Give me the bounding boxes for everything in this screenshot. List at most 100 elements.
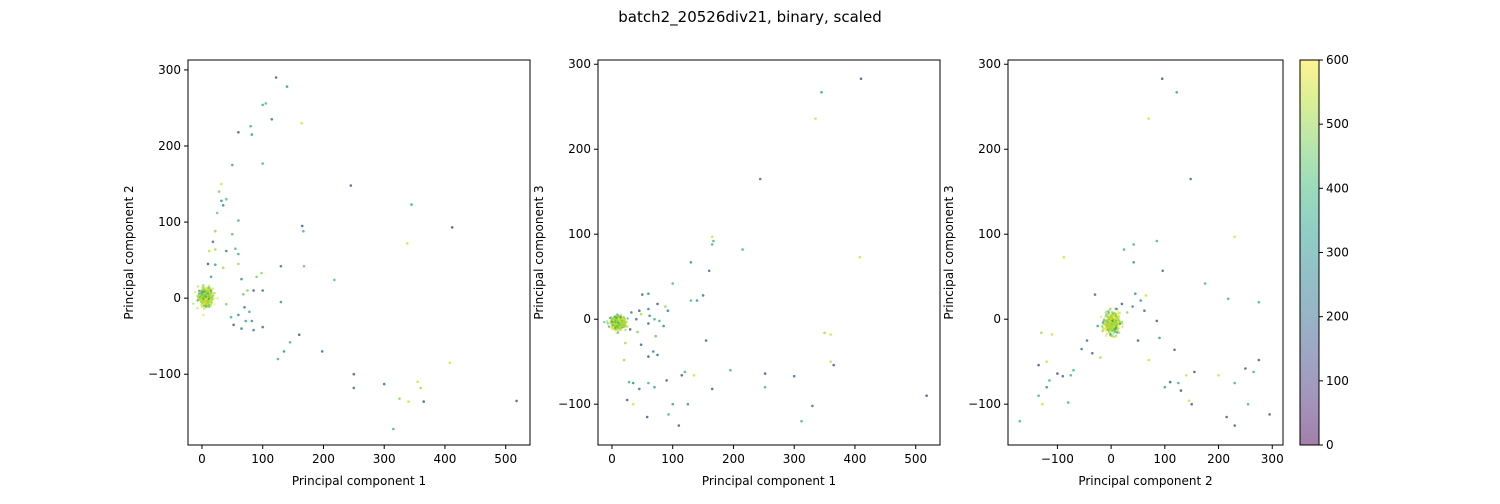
plot2-point: [829, 360, 832, 364]
plot1-point: [406, 242, 409, 245]
plot1-cluster-point: [201, 287, 204, 290]
plot2-point: [763, 372, 767, 375]
plot1-point: [250, 319, 254, 323]
plot2-point: [800, 419, 803, 423]
plot1-point: [279, 264, 283, 268]
plot3-cluster-point: [1108, 308, 1112, 311]
plot2-axes-frame: [597, 59, 941, 446]
plot2-point: [654, 334, 657, 338]
plot2-cluster-point: [613, 327, 617, 330]
plot3-point: [1096, 324, 1099, 328]
plot2-cluster-point: [626, 317, 629, 320]
plot2-point: [710, 235, 714, 239]
plot3-point: [1125, 311, 1129, 314]
plot3-point: [1091, 351, 1094, 355]
plot1-cluster-point: [201, 297, 205, 300]
plot2-cluster-point: [610, 325, 613, 329]
plot1-point: [264, 102, 268, 105]
plot2-ylabel: Principal component 3: [532, 185, 546, 319]
plot2-point: [641, 293, 644, 296]
plot3-ylabel: Principal component 3: [942, 185, 956, 319]
plot1-cluster-point: [198, 293, 202, 296]
plot3-cluster-point: [1105, 327, 1108, 330]
plot1-cluster-point: [199, 290, 203, 293]
plot2-cluster-point: [624, 328, 627, 332]
plot3-point: [1233, 381, 1236, 385]
plot3-point: [1252, 370, 1255, 374]
plot3-point: [1061, 374, 1065, 378]
plot2-cluster-point: [616, 328, 619, 332]
plot3-cluster-point: [1102, 322, 1105, 325]
plot1-xtick-label: 300: [373, 452, 396, 466]
plot1-cluster-point: [203, 288, 206, 291]
plot3-point: [1041, 402, 1044, 406]
plot2-cluster-point: [610, 318, 613, 321]
plot1-point: [352, 386, 356, 390]
plot2-point: [648, 314, 651, 318]
plot2-cluster-point: [616, 316, 619, 319]
plot1-cluster-point: [216, 297, 219, 300]
plot1-ytick-label: 0: [173, 291, 181, 305]
plot3-cluster-point: [1120, 321, 1124, 325]
plot3-ytick-label: 0: [993, 312, 1001, 326]
plot2-point: [811, 404, 814, 408]
plot1-cluster-point: [204, 300, 207, 303]
plot2-cluster-point: [618, 318, 621, 322]
plot1-point: [261, 325, 265, 329]
plot3-point: [1136, 339, 1140, 342]
plot1-cluster-point: [206, 288, 209, 292]
plot2-cluster-point: [619, 320, 623, 323]
plot3-xtick-label: 300: [1261, 452, 1284, 466]
plot3-point: [1173, 348, 1176, 352]
plot3-cluster-point: [1113, 335, 1116, 339]
plot2-point: [647, 355, 650, 358]
plot3-point: [1115, 307, 1118, 311]
plot3-cluster-point: [1116, 317, 1119, 321]
plot1-point: [206, 262, 210, 266]
plot2-cluster-point: [622, 315, 625, 319]
plot3-cluster-point: [1109, 317, 1113, 320]
plot3-point: [1131, 305, 1134, 308]
plot1-point: [261, 103, 265, 107]
plot1-point: [242, 293, 245, 296]
plot2-point: [656, 302, 659, 306]
plot1-cluster-point: [207, 303, 210, 307]
plot2-ytick-label: −100: [558, 397, 591, 411]
plot2-point: [686, 402, 690, 406]
plot1-point: [225, 197, 228, 201]
plot3-cluster-point: [1116, 329, 1120, 332]
colorbar-tick-label: 0: [1326, 438, 1334, 452]
plot3-cluster-point: [1110, 323, 1113, 326]
plot2-point: [636, 330, 639, 334]
plot1-point: [240, 277, 243, 281]
plot3-cluster-point: [1118, 322, 1122, 326]
plot1-point: [261, 162, 265, 165]
plot1-point: [214, 263, 217, 267]
plot3-point: [1233, 424, 1236, 427]
plot1-cluster-point: [207, 301, 210, 305]
plot1-ytick-label: −100: [148, 367, 181, 381]
plot2-point: [814, 117, 817, 120]
plot1-point: [246, 289, 249, 292]
plot2-point: [647, 307, 650, 311]
plot3-xtick-label: 0: [1107, 452, 1115, 466]
plot3-point: [1134, 292, 1137, 296]
plot2-point: [858, 255, 862, 259]
plot1-point: [208, 249, 211, 253]
plot3-point: [1069, 374, 1073, 377]
plot2-cluster-point: [621, 326, 624, 329]
plot3-point: [1143, 309, 1146, 313]
plot3-point: [1132, 261, 1135, 264]
plot3-cluster-point: [1116, 331, 1119, 334]
plot1-point: [352, 372, 356, 376]
plot2-xtick-label: 300: [783, 452, 806, 466]
plot2-cluster-point: [624, 321, 627, 324]
plot2-cluster-point: [621, 317, 624, 321]
plot1-xtick-label: 100: [251, 452, 274, 466]
plot3-point: [1217, 374, 1220, 377]
plot3-cluster-point: [1107, 327, 1110, 330]
plot2-point: [647, 292, 650, 296]
plot3-point: [1175, 91, 1178, 94]
